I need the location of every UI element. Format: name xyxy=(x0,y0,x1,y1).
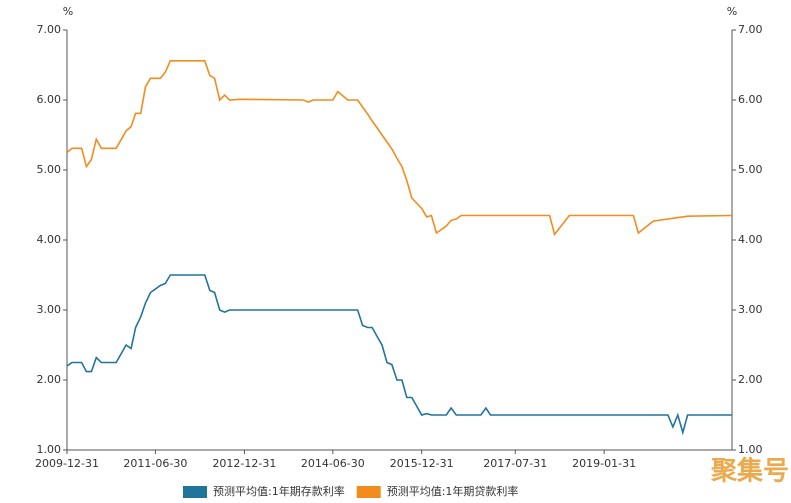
y2-tick-label: 7.00 xyxy=(738,23,763,36)
y2-tick-label: 6.00 xyxy=(738,93,763,106)
x-tick-label: 2019-01-31 xyxy=(572,457,636,470)
y-tick-label: 4.00 xyxy=(37,233,62,246)
legend-label: 预测平均值:1年期贷款利率 xyxy=(387,484,519,498)
legend-swatch xyxy=(356,486,381,498)
y-tick-label: 6.00 xyxy=(37,93,62,106)
watermark: 聚集号 xyxy=(710,456,789,487)
y-axis-label: % xyxy=(63,5,73,18)
x-tick-label: 2011-06-30 xyxy=(123,457,187,470)
y2-tick-label: 4.00 xyxy=(738,233,763,246)
legend-label: 预测平均值:1年期存款利率 xyxy=(213,484,345,498)
y-tick-label: 1.00 xyxy=(37,443,62,456)
legend-swatch xyxy=(183,486,207,498)
x-tick-label: 2009-12-31 xyxy=(35,457,99,470)
series-line xyxy=(66,60,733,237)
y2-tick-label: 1.00 xyxy=(738,443,763,456)
y-tick-label: 3.00 xyxy=(37,303,62,316)
x-tick-label: 2017-07-31 xyxy=(483,457,547,470)
x-tick-label: 2015-12-31 xyxy=(390,457,454,470)
y2-tick-label: 2.00 xyxy=(738,373,763,386)
y-tick-label: 2.00 xyxy=(37,373,62,386)
y2-tick-label: 5.00 xyxy=(738,163,763,176)
x-tick-label: 2012-12-31 xyxy=(212,457,276,470)
y2-tick-label: 3.00 xyxy=(738,303,763,316)
y2-axis-label: % xyxy=(727,5,737,18)
y-tick-label: 5.00 xyxy=(37,163,62,176)
series-line xyxy=(66,274,732,436)
x-tick-label: 2014-06-30 xyxy=(301,457,365,470)
y-tick-label: 7.00 xyxy=(37,23,62,36)
